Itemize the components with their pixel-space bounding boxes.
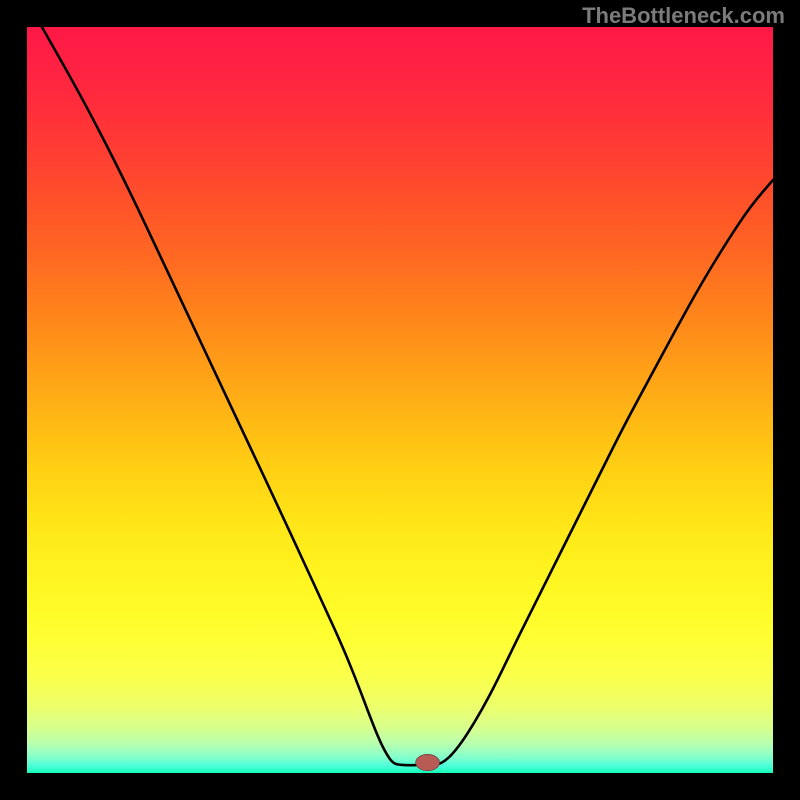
- watermark-text: TheBottleneck.com: [582, 3, 785, 29]
- optimal-marker: [416, 754, 440, 770]
- bottleneck-chart: [0, 0, 800, 800]
- plot-background: [27, 27, 773, 773]
